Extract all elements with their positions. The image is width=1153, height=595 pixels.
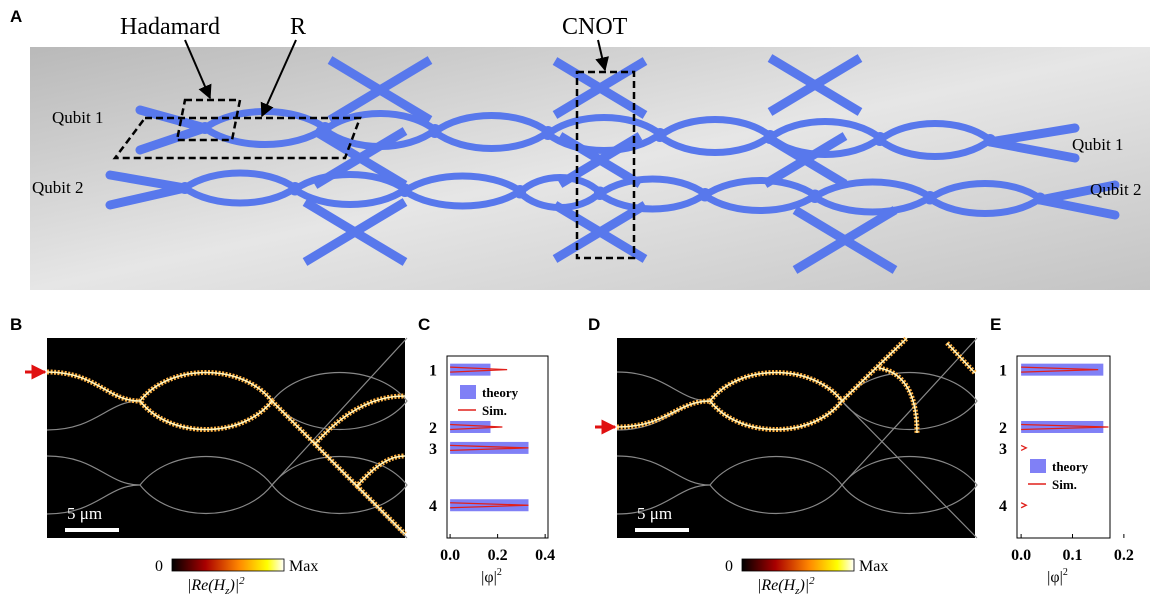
bar bbox=[450, 421, 490, 433]
colorbar-label-part: 2 bbox=[239, 575, 245, 587]
qubit-label: Qubit 2 bbox=[1090, 180, 1141, 199]
bar bbox=[450, 364, 490, 376]
x-axis-label: |φ|2 bbox=[481, 567, 502, 586]
panel-label: B bbox=[10, 315, 22, 334]
scale-bar-label: 5 μm bbox=[67, 504, 102, 523]
y-tick-label: 4 bbox=[429, 498, 437, 515]
qubit-label: Qubit 1 bbox=[1072, 135, 1123, 154]
coupler bbox=[699, 190, 711, 202]
colorbar-label-part: |Re(H bbox=[187, 577, 227, 594]
colorbar-label: |Re(Hz)|2 bbox=[187, 575, 245, 595]
x-tick-label: 0.4 bbox=[535, 547, 555, 564]
y-tick-label: 1 bbox=[429, 363, 437, 380]
panel-label: D bbox=[588, 315, 600, 334]
coupler bbox=[809, 191, 821, 203]
colorbar-label-part: |Re(H bbox=[757, 577, 797, 594]
coupler bbox=[514, 187, 526, 199]
x-axis-label-part: 2 bbox=[1063, 567, 1068, 578]
colorbar-label-part: )| bbox=[798, 577, 809, 594]
figure: A Hadamard R CNOT Qubit 1 Qubit 2 Qubit … bbox=[0, 0, 1153, 595]
x-axis-label-part: 2 bbox=[497, 567, 502, 578]
qubit-label: Qubit 1 bbox=[52, 108, 103, 127]
legend-label: theory bbox=[482, 385, 519, 400]
scale-bar-label: 5 μm bbox=[637, 504, 672, 523]
y-tick-label: 1 bbox=[999, 363, 1007, 380]
colorbar bbox=[742, 559, 854, 571]
colorbar-min: 0 bbox=[155, 558, 163, 575]
colorbar bbox=[172, 559, 284, 571]
panel-label: E bbox=[990, 315, 1001, 334]
x-tick-label: 0.1 bbox=[1062, 547, 1082, 564]
x-tick-label: 0.2 bbox=[488, 547, 508, 564]
panel-label: C bbox=[418, 315, 430, 334]
x-tick-label: 0.0 bbox=[1011, 547, 1031, 564]
colorbar-label: |Re(Hz)|2 bbox=[757, 575, 815, 595]
coupler bbox=[924, 193, 936, 205]
legend-label: Sim. bbox=[482, 403, 507, 418]
coupler bbox=[542, 128, 554, 140]
coupler bbox=[874, 134, 886, 146]
legend-swatch bbox=[1030, 459, 1046, 473]
legend-label: theory bbox=[1052, 459, 1089, 474]
y-tick-label: 2 bbox=[429, 420, 437, 437]
y-tick-label: 4 bbox=[999, 498, 1007, 515]
y-tick-label: 3 bbox=[429, 441, 437, 458]
annotation: Hadamard bbox=[120, 14, 220, 40]
colorbar-label-part: )| bbox=[228, 577, 239, 594]
legend-label: Sim. bbox=[1052, 477, 1077, 492]
x-tick-label: 0.0 bbox=[440, 547, 460, 564]
x-axis-label-part: |φ| bbox=[481, 569, 497, 586]
annotation: R bbox=[290, 14, 306, 40]
legend-swatch bbox=[460, 385, 476, 399]
colorbar-label-part: 2 bbox=[809, 575, 815, 587]
colorbar-min: 0 bbox=[725, 558, 733, 575]
colorbar-max: Max bbox=[289, 558, 318, 575]
x-axis-label: |φ|2 bbox=[1047, 567, 1068, 586]
colorbar-max: Max bbox=[859, 558, 888, 575]
coupler bbox=[429, 126, 441, 138]
plot-frame bbox=[1017, 356, 1110, 538]
annotation: CNOT bbox=[562, 14, 628, 40]
coupler bbox=[654, 130, 666, 142]
panel-label: A bbox=[10, 7, 22, 26]
coupler bbox=[594, 188, 606, 200]
y-tick-label: 3 bbox=[999, 441, 1007, 458]
coupler bbox=[289, 184, 301, 196]
y-tick-label: 2 bbox=[999, 420, 1007, 437]
x-tick-label: 0.2 bbox=[1114, 547, 1134, 564]
qubit-label: Qubit 2 bbox=[32, 178, 83, 197]
x-axis-label-part: |φ| bbox=[1047, 569, 1063, 586]
